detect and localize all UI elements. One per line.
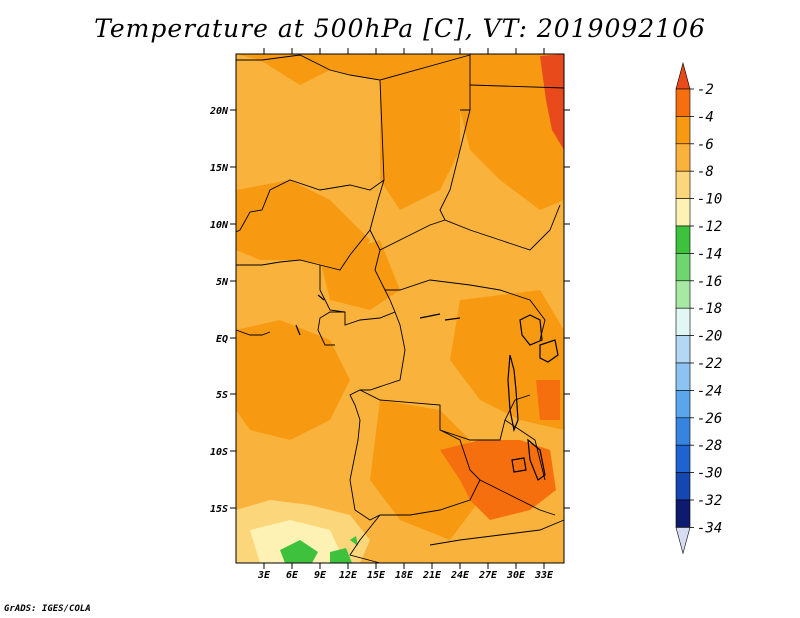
lon-label-3e: 3E — [257, 570, 271, 581]
colorbar-swatch — [675, 198, 691, 227]
colorbar-swatch — [675, 390, 691, 419]
colorbar-label: -10 — [697, 192, 722, 208]
credit-text: GrADS: IGES/COLA — [4, 604, 91, 614]
colorbar-swatch — [675, 253, 691, 282]
lat-label-10s: 10S — [210, 447, 228, 458]
lon-label-24e: 24E — [450, 570, 470, 581]
lat-label-15s: 15S — [210, 504, 228, 515]
colorbar-swatch — [675, 307, 691, 336]
colorbar-label: -4 — [697, 109, 714, 125]
colorbar-swatch — [675, 143, 691, 172]
colorbar-label: -30 — [697, 466, 722, 482]
colorbar-swatch — [675, 170, 691, 199]
map-title: Temperature at 500hPa [C], VT: 201909210… — [94, 14, 706, 43]
colorbar-label: -12 — [697, 219, 722, 235]
lon-label-33e: 33E — [534, 570, 554, 581]
country-borders — [235, 54, 565, 564]
colorbar-swatch — [675, 472, 691, 501]
colorbar-label: -20 — [697, 329, 722, 345]
colorbar-swatch — [675, 280, 691, 309]
colorbar-swatch — [675, 225, 691, 254]
colorbar-label: -18 — [697, 301, 722, 317]
colorbar-label: -32 — [697, 493, 722, 509]
colorbar-label: -2 — [697, 82, 714, 98]
lon-label-15e: 15E — [367, 570, 386, 581]
lat-axis: 20N 15N 10N 5N EQ 5S 10S 15S — [209, 106, 570, 515]
colorbar-label: -28 — [697, 438, 722, 454]
colorbar-swatch — [675, 444, 691, 473]
colorbar-label: -34 — [697, 520, 722, 536]
colorbar-swatch — [675, 499, 691, 528]
lakes — [295, 294, 559, 481]
colorbar-swatch — [675, 362, 691, 391]
colorbar-label: -6 — [697, 137, 714, 153]
map-field — [236, 54, 564, 563]
lat-label-5n: 5N — [216, 277, 229, 288]
colorbar-label: -14 — [697, 246, 722, 262]
colorbar: -2 -4 -6 -8 -10 -12 -14 -16 -18 -20 -22 -24 -26 -28 -3… — [675, 61, 722, 555]
lat-label-15n: 15N — [210, 163, 229, 174]
colorbar-label: -24 — [697, 383, 722, 399]
colorbar-swatch — [675, 417, 691, 446]
colorbar-swatch — [675, 88, 691, 117]
lon-label-6e: 6E — [286, 570, 299, 581]
colorbar-label: -16 — [697, 274, 722, 290]
lat-label-eq: EQ — [216, 334, 228, 345]
colorbar-label: -22 — [697, 356, 722, 372]
colorbar-label: -8 — [697, 164, 714, 180]
lon-axis: 3E 6E 9E 12E 15E 18E 21E 24E 27E 30E 33E — [257, 48, 554, 581]
colorbar-label: -26 — [697, 411, 722, 427]
lon-label-21e: 21E — [422, 570, 442, 581]
lat-label-5s: 5S — [216, 390, 228, 401]
colorbar-swatch — [675, 116, 691, 145]
colorbar-extend-top — [675, 61, 691, 90]
colorbar-swatch — [675, 335, 691, 364]
lat-label-10n: 10N — [210, 220, 229, 231]
map-frame — [235, 53, 565, 564]
lat-label-20n: 20N — [209, 106, 229, 117]
lon-label-9e: 9E — [314, 570, 327, 581]
lon-label-12e: 12E — [339, 570, 358, 581]
lon-label-27e: 27E — [478, 570, 498, 581]
lon-label-18e: 18E — [395, 570, 414, 581]
lon-label-30e: 30E — [506, 570, 526, 581]
colorbar-extend-bottom — [675, 527, 691, 555]
